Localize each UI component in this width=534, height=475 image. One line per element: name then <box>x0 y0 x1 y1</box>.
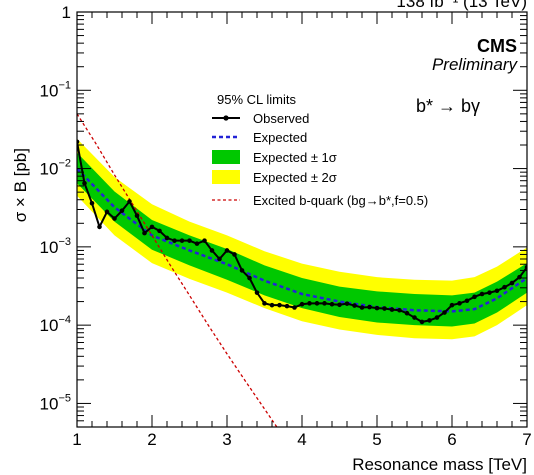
observed-point <box>397 307 402 313</box>
observed-point <box>494 288 500 294</box>
legend-observed-label: Observed <box>253 111 309 126</box>
observed-point <box>82 180 87 186</box>
observed-point <box>179 238 185 243</box>
observed-point <box>104 209 110 215</box>
expected-limit-line <box>77 167 527 313</box>
excited-b-quark-theory-line <box>77 113 278 427</box>
observed-point <box>172 238 177 243</box>
observed-point <box>314 301 320 306</box>
observed-point <box>479 291 485 297</box>
observed-point <box>509 280 515 286</box>
observed-point <box>217 256 222 262</box>
observed-point <box>472 294 477 300</box>
legend-theory-label: Excited b-quark (bg→b*,f=0.5) <box>253 193 428 208</box>
experiment-label: CMS <box>477 36 517 56</box>
observed-point <box>382 306 387 311</box>
observed-point <box>262 301 267 306</box>
observed-point <box>419 319 425 325</box>
legend-header: 95% CL limits <box>217 92 296 107</box>
observed-point <box>359 305 365 310</box>
legend: 95% CL limits Observed Expected Expected… <box>212 92 428 208</box>
observed-point <box>412 315 417 320</box>
observed-point <box>284 303 290 309</box>
x-tick-label: 7 <box>522 430 531 449</box>
legend-2sigma-swatch <box>212 170 240 184</box>
observed-point <box>254 290 260 295</box>
x-tick-label: 3 <box>222 430 231 449</box>
x-tick-label: 6 <box>447 430 456 449</box>
observed-point <box>232 252 237 257</box>
expected-2sigma-band <box>77 138 527 340</box>
y-axis-ticks: 10−5 10−4 10−3 10−2 10−1 1 <box>40 3 527 428</box>
y-tick-label: 10−5 <box>40 392 71 413</box>
x-tick-label: 2 <box>147 430 156 449</box>
status-label: Preliminary <box>432 55 519 74</box>
y-tick-label: 10−4 <box>40 314 71 335</box>
x-axis-title: Resonance mass [TeV] <box>352 455 527 474</box>
observed-point <box>457 301 462 306</box>
observed-point <box>427 318 432 323</box>
observed-point <box>329 301 335 307</box>
observed-point <box>292 305 297 310</box>
y-axis-title: σ × B [pb] <box>11 148 30 222</box>
x-tick-label: 1 <box>72 430 81 449</box>
observed-point <box>149 224 155 230</box>
observed-point <box>434 315 440 320</box>
observed-point <box>269 302 275 308</box>
observed-point <box>157 228 162 234</box>
legend-1sigma-label: Expected ± 1σ <box>253 150 337 165</box>
observed-point <box>374 305 380 311</box>
y-tick-label: 10−2 <box>40 158 71 179</box>
observed-point <box>239 268 245 273</box>
x-axis-ticks: 1 2 3 4 5 6 7 <box>72 12 532 449</box>
observed-point <box>389 307 395 312</box>
observed-point <box>404 310 410 316</box>
y-tick-label: 10−1 <box>40 79 71 100</box>
x-tick-label: 4 <box>297 430 306 449</box>
observed-point <box>127 199 132 204</box>
observed-point <box>442 310 447 315</box>
legend-observed-marker <box>223 115 229 121</box>
process-label: b* → bγ <box>416 96 480 116</box>
observed-point <box>202 238 207 243</box>
observed-point <box>142 230 147 236</box>
observed-point <box>344 301 350 306</box>
y-tick-label: 1 <box>62 3 71 22</box>
observed-point <box>89 201 95 206</box>
observed-point <box>209 248 215 253</box>
observed-point <box>164 235 170 241</box>
observed-point <box>502 284 507 290</box>
observed-point <box>352 303 357 308</box>
observed-point <box>187 238 192 243</box>
observed-point <box>322 301 327 306</box>
observed-point <box>119 208 125 213</box>
observed-point <box>277 302 282 308</box>
x-tick-label: 5 <box>372 430 381 449</box>
observed-point <box>307 301 312 306</box>
legend-2sigma-label: Expected ± 2σ <box>253 170 337 185</box>
legend-expected-label: Expected <box>253 130 307 145</box>
observed-point <box>464 298 470 304</box>
observed-point <box>449 302 455 308</box>
observed-point <box>299 301 305 307</box>
legend-1sigma-swatch <box>212 150 240 164</box>
observed-point <box>112 216 117 221</box>
observed-point <box>367 304 372 310</box>
observed-point <box>517 274 522 280</box>
observed-point <box>194 241 200 246</box>
observed-point <box>487 290 492 295</box>
observed-point <box>247 275 252 281</box>
observed-point <box>337 302 342 308</box>
observed-point <box>97 224 102 230</box>
observed-point <box>134 213 140 219</box>
luminosity-energy-label: 138 fb⁻¹ (13 TeV) <box>396 0 527 11</box>
y-tick-label: 10−3 <box>40 236 71 257</box>
observed-point <box>224 248 230 253</box>
